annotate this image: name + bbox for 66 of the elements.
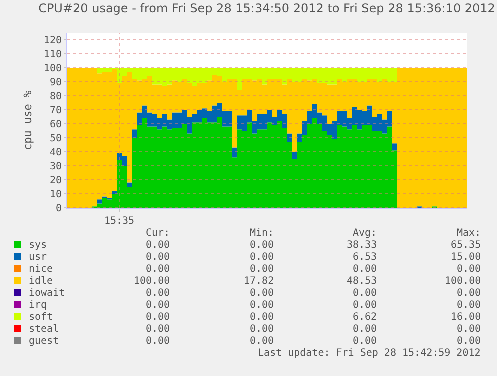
text: 0.00 bbox=[250, 300, 274, 311]
legend-label: idle bbox=[29, 276, 54, 287]
y-tick-label: 80 bbox=[50, 92, 62, 102]
text: 16.00 bbox=[451, 312, 482, 323]
text: Max: bbox=[457, 228, 482, 239]
legend-label: nice bbox=[29, 264, 54, 275]
text: 65.35 bbox=[451, 240, 482, 251]
text: 0.00 bbox=[457, 264, 482, 275]
text: 0.00 bbox=[146, 264, 170, 275]
legend-label: iowait bbox=[29, 288, 66, 299]
text: 0.00 bbox=[353, 324, 378, 335]
text: 0.00 bbox=[146, 324, 170, 335]
text: Last update: Fri Sep 28 15:42:59 2012 bbox=[258, 348, 481, 359]
text: 0.00 bbox=[250, 240, 274, 251]
legend-label: usr bbox=[29, 252, 48, 263]
text: 0.00 bbox=[250, 312, 274, 323]
y-tick-label: 90 bbox=[50, 78, 62, 88]
text: 100.00 bbox=[134, 276, 170, 287]
text: 0.00 bbox=[146, 288, 170, 299]
y-tick-label: 40 bbox=[50, 148, 62, 158]
y-tick-label: 60 bbox=[50, 120, 62, 130]
text: 0.00 bbox=[457, 324, 482, 335]
text: 48.53 bbox=[347, 276, 378, 287]
text: 0.00 bbox=[250, 288, 274, 299]
text: Min: bbox=[250, 228, 274, 239]
text: 0.00 bbox=[353, 300, 378, 311]
text: 15.00 bbox=[451, 252, 482, 263]
y-tick-label: 0 bbox=[56, 204, 62, 214]
text: 0.00 bbox=[353, 336, 378, 347]
text: 0.00 bbox=[353, 264, 378, 275]
y-tick-label: 10 bbox=[50, 190, 62, 200]
text: 0.00 bbox=[250, 252, 274, 263]
text: 0.00 bbox=[146, 336, 170, 347]
x-tick-label: 15:35 bbox=[104, 216, 135, 227]
text: 0.00 bbox=[250, 324, 274, 335]
legend-label: soft bbox=[29, 312, 54, 323]
y-tick-label: 20 bbox=[50, 176, 62, 186]
text: 6.53 bbox=[353, 252, 378, 263]
y-tick-label: 110 bbox=[44, 50, 62, 60]
text: 0.00 bbox=[146, 252, 170, 263]
text: Avg: bbox=[353, 228, 378, 239]
y-tick-label: 30 bbox=[50, 162, 62, 172]
legend-label: guest bbox=[29, 336, 60, 347]
text: 38.33 bbox=[347, 240, 378, 251]
text: Cur: bbox=[146, 228, 170, 239]
text: 0.00 bbox=[457, 336, 482, 347]
chart-title: CPU#20 usage - from Fri Sep 28 15:34:50 2012 to Fri Sep 28 15:36:10 2012 bbox=[38, 1, 496, 16]
legend-label: sys bbox=[29, 240, 48, 251]
text: 0.00 bbox=[146, 240, 170, 251]
legend-label: irq bbox=[29, 300, 48, 311]
text: 0.00 bbox=[353, 288, 378, 299]
text: 0.00 bbox=[146, 300, 170, 311]
text: 0.00 bbox=[457, 288, 482, 299]
text: 17.82 bbox=[244, 276, 274, 287]
y-tick-label: 100 bbox=[44, 64, 62, 74]
text: 0.00 bbox=[250, 336, 274, 347]
y-axis-title: cpu use % bbox=[22, 90, 34, 150]
text: 0.00 bbox=[457, 300, 482, 311]
text: 0.00 bbox=[250, 264, 274, 275]
text: 6.62 bbox=[353, 312, 378, 323]
y-tick-label: 120 bbox=[44, 36, 62, 46]
y-tick-label: 70 bbox=[50, 106, 62, 116]
legend-label: steal bbox=[29, 324, 60, 335]
y-tick-label: 50 bbox=[50, 134, 62, 144]
text: 100.00 bbox=[445, 276, 482, 287]
text: 0.00 bbox=[146, 312, 170, 323]
